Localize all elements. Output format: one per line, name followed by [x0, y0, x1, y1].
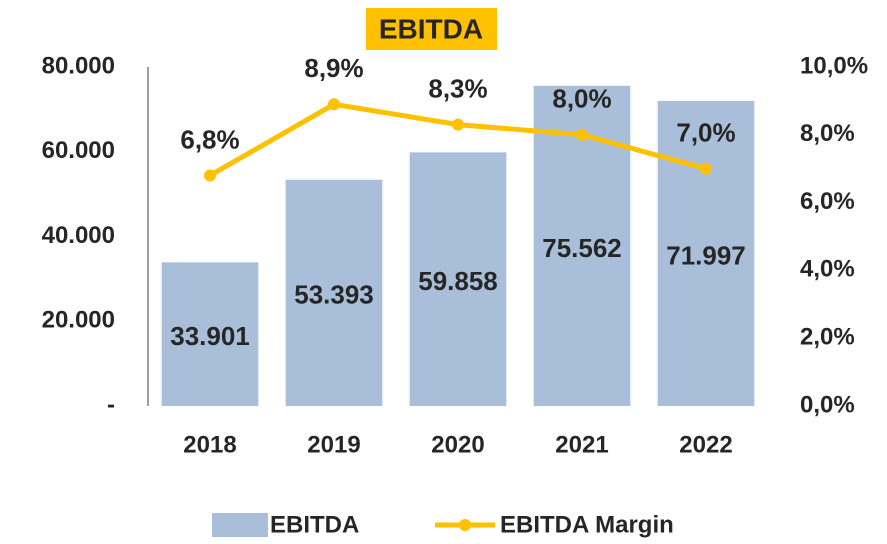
chart-title: EBITDA — [379, 13, 483, 44]
y-tick-label: 20.000 — [42, 307, 115, 334]
line-value-label: 8,9% — [304, 53, 363, 83]
legend-label: EBITDA Margin — [500, 511, 674, 538]
bar-value-label: 71.997 — [666, 240, 746, 270]
bar — [409, 152, 507, 406]
x-tick-label: 2021 — [555, 431, 608, 458]
x-tick-label: 2019 — [307, 431, 360, 458]
bar-value-label: 59.858 — [418, 266, 498, 296]
line-point — [452, 118, 464, 131]
y-tick-label: - — [107, 391, 115, 418]
line-point — [576, 128, 588, 141]
line-value-label: 7,0% — [676, 118, 735, 148]
y2-tick-label: 10,0% — [800, 52, 868, 79]
legend-label: EBITDA — [270, 511, 359, 538]
x-tick-label: 2018 — [183, 431, 236, 458]
y2-tick-label: 4,0% — [800, 256, 855, 283]
y-tick-label: 60.000 — [42, 137, 115, 164]
bar-value-label: 75.562 — [542, 233, 622, 263]
line-point — [204, 169, 216, 182]
line-value-label: 8,0% — [552, 84, 611, 114]
x-tick-label: 2022 — [679, 431, 732, 458]
y2-tick-label: 2,0% — [800, 324, 855, 351]
bar — [657, 100, 755, 406]
bar — [285, 179, 383, 406]
legend-marker — [459, 519, 471, 531]
bar-value-label: 53.393 — [294, 280, 374, 310]
line-value-label: 6,8% — [180, 124, 239, 154]
legend-swatch — [212, 513, 268, 537]
title-box — [366, 8, 497, 50]
x-tick-label: 2020 — [431, 431, 484, 458]
line-value-label: 8,3% — [428, 74, 487, 104]
bar-value-label: 33.901 — [170, 321, 250, 351]
bar — [161, 262, 259, 406]
y-tick-label: 80.000 — [42, 52, 115, 79]
line-point — [700, 162, 712, 175]
y2-tick-label: 0,0% — [800, 391, 855, 418]
y-tick-label: 40.000 — [42, 222, 115, 249]
line-point — [328, 98, 340, 111]
y2-tick-label: 8,0% — [800, 120, 855, 147]
y2-tick-label: 6,0% — [800, 188, 855, 215]
